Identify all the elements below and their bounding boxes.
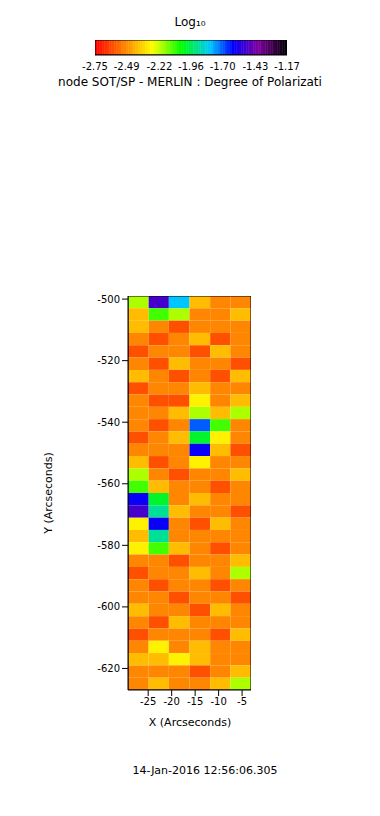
svg-text:-20: -20	[163, 696, 179, 707]
svg-text:-2.49: -2.49	[114, 61, 140, 72]
svg-text:14-Jan-2016 12:56:06.305: 14-Jan-2016 12:56:06.305	[133, 764, 278, 777]
svg-text:X (Arcseconds): X (Arcseconds)	[149, 716, 231, 729]
svg-text:-1.96: -1.96	[178, 61, 204, 72]
svg-text:-25: -25	[140, 696, 156, 707]
svg-text:-5: -5	[237, 696, 247, 707]
svg-text:-1.17: -1.17	[274, 61, 300, 72]
svg-text:-1.43: -1.43	[242, 61, 268, 72]
svg-text:-520: -520	[97, 355, 120, 366]
svg-text:node SOT/SP - MERLIN : Degree: node SOT/SP - MERLIN : Degree of Polariz…	[58, 75, 322, 89]
svg-text:-15: -15	[187, 696, 203, 707]
svg-text:-500: -500	[97, 294, 120, 305]
svg-text:-1.70: -1.70	[210, 61, 236, 72]
svg-text:Log₁₀: Log₁₀	[174, 15, 205, 29]
svg-text:-2.22: -2.22	[146, 61, 172, 72]
svg-text:-560: -560	[97, 478, 120, 489]
svg-text:-540: -540	[97, 417, 120, 428]
svg-text:-2.75: -2.75	[82, 61, 108, 72]
svg-text:-620: -620	[97, 663, 120, 674]
svg-text:-10: -10	[210, 696, 226, 707]
svg-text:Y (Arcseconds): Y (Arcseconds)	[42, 452, 55, 535]
svg-text:-580: -580	[97, 540, 120, 551]
svg-text:-600: -600	[97, 601, 120, 612]
